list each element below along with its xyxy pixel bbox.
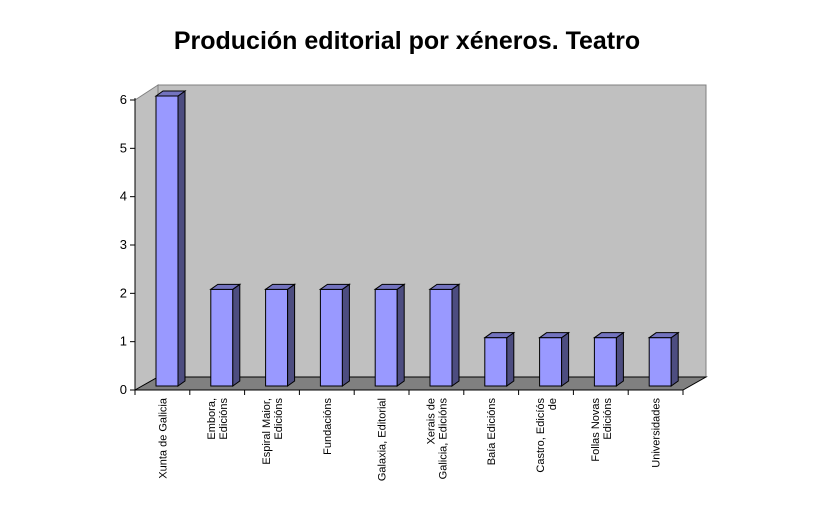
bar-side	[506, 331, 515, 387]
bar-front	[593, 337, 617, 387]
bar	[592, 331, 625, 387]
bar-top	[592, 332, 625, 339]
bar-side	[615, 331, 624, 387]
x-tick-label: Universidades	[651, 398, 663, 468]
x-tick-label: Castro, Edicíósde	[535, 398, 559, 473]
bar-top	[538, 332, 571, 339]
y-tick-label: 3	[120, 237, 127, 252]
bar	[538, 331, 571, 387]
chart-title: Produción editorial por xéneros. Teatro	[174, 27, 640, 55]
y-tick-label: 2	[120, 285, 127, 300]
bar-top	[428, 283, 461, 290]
y-tick-label: 1	[120, 334, 127, 349]
bar-side	[341, 283, 350, 387]
bar-top	[264, 283, 297, 290]
bar-side	[451, 283, 460, 387]
bar-front	[429, 288, 453, 387]
x-tick-label: Espiral Maior,Edicións	[261, 398, 285, 465]
y-tick-label: 4	[120, 189, 127, 204]
y-tick-label: 6	[120, 92, 127, 107]
bar-top	[647, 332, 680, 339]
bar-front	[210, 288, 234, 387]
bar-top	[373, 283, 406, 290]
bar-front	[648, 337, 672, 387]
y-tick-label: 0	[120, 382, 127, 397]
x-tick-label: Xunta de Galicia	[157, 397, 169, 479]
bar-side	[232, 283, 241, 387]
bar-side	[670, 331, 679, 387]
x-tick-label: Baía Edicións	[486, 398, 498, 466]
bar	[154, 90, 187, 387]
x-tick-label: Fundacións	[322, 398, 334, 455]
bar	[318, 283, 351, 387]
bar	[647, 331, 680, 387]
bar-side	[396, 283, 405, 387]
bar-top	[154, 90, 187, 97]
bar-top	[209, 283, 242, 290]
bar	[373, 283, 406, 387]
bar-top	[483, 332, 516, 339]
x-tick-label: Galaxia, Editorial	[377, 398, 389, 481]
bar-side	[287, 283, 296, 387]
bar-front	[155, 95, 179, 387]
side-wall	[134, 84, 159, 391]
x-tick-label: Xerais deGalicia, Edicións	[425, 398, 449, 480]
bar	[483, 331, 516, 387]
bar-front	[374, 288, 398, 387]
bar-side	[561, 331, 570, 387]
bar-side	[177, 90, 186, 387]
y-tick-label: 5	[120, 140, 127, 155]
x-tick-label: Follas NovasEdicións	[590, 398, 614, 462]
bar-front	[319, 288, 343, 387]
bar-top	[318, 283, 351, 290]
bar	[264, 283, 297, 387]
bar-front	[265, 288, 289, 387]
bar	[428, 283, 461, 387]
bar-front	[539, 337, 563, 387]
bar	[209, 283, 242, 387]
x-tick-label: Embora,Edicións	[206, 398, 230, 440]
bar-front	[484, 337, 508, 387]
